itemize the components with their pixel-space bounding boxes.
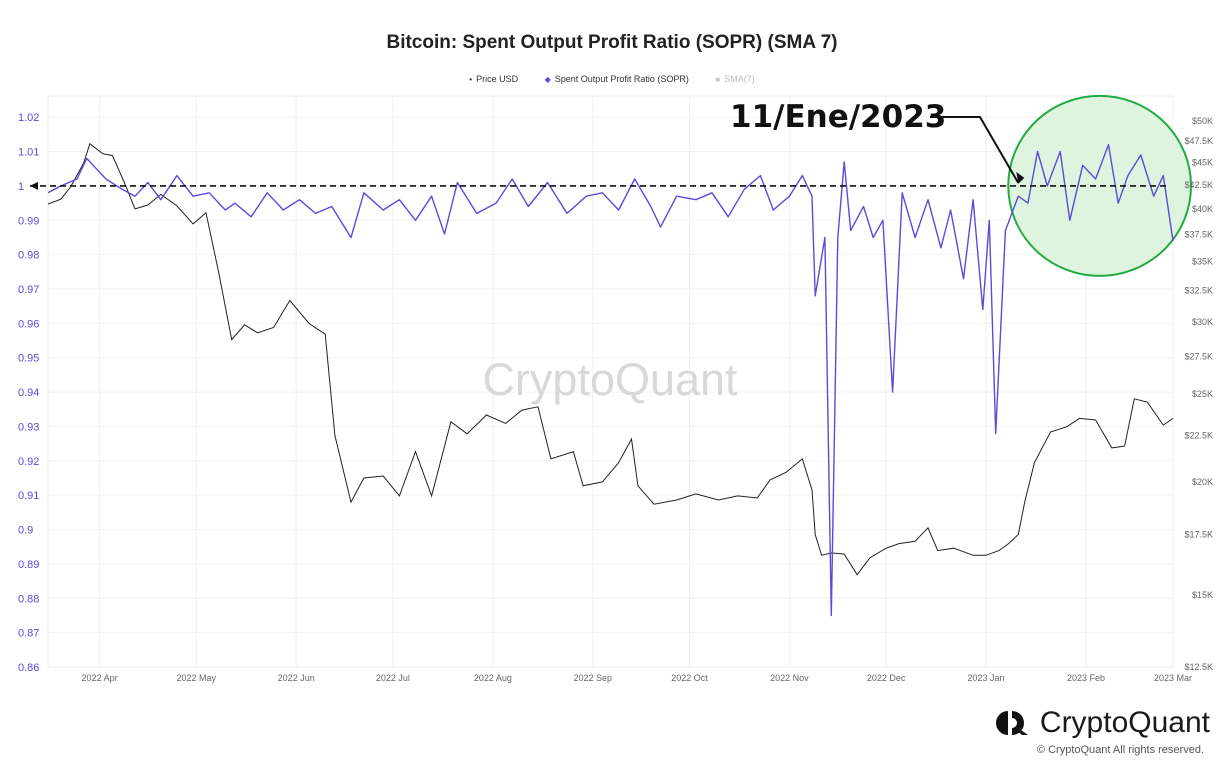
y-left-tick-label: 0.92 <box>18 456 39 468</box>
brand-name: CryptoQuant <box>1039 706 1210 739</box>
y-left-tick-label: 0.93 <box>18 421 39 433</box>
price-line <box>47 142 1174 576</box>
legend-label-sma: SMA(7) <box>724 74 755 84</box>
y-left-tick-label: 0.89 <box>18 559 39 571</box>
y-right-tick-label: $25K <box>1192 389 1213 399</box>
y-axis-right: $50K $47.5K $45K $42.5K $40K $37.5K $35K $32.5K… <box>1184 116 1213 672</box>
chart-title: Bitcoin: Spent Output Profit Ratio (SOPR… <box>386 32 838 53</box>
x-tick-label: 2023 Feb <box>1067 673 1105 683</box>
y-right-tick-label: $40K <box>1192 204 1213 214</box>
y-axis-left: 1.02 1.01 1 0.99 0.98 0.97 0.96 0.95 0.94 0.93 0.9… <box>18 112 39 674</box>
x-tick-label: 2022 Jul <box>376 673 410 683</box>
legend-label-price: Price USD <box>476 74 519 84</box>
highlight-ellipse <box>1007 94 1193 277</box>
watermark: CryptoQuant <box>482 354 738 405</box>
y-right-tick-label: $15K <box>1192 590 1213 600</box>
annotation-leader <box>930 116 1020 184</box>
y-right-tick-label: $22.5K <box>1184 430 1213 440</box>
x-tick-label: 2023 Jan <box>968 673 1005 683</box>
y-right-tick-label: $50K <box>1192 116 1213 126</box>
y-left-tick-label: 0.99 <box>18 215 39 227</box>
cryptoquant-logo-icon <box>995 711 1028 735</box>
y-right-tick-label: $17.5K <box>1184 529 1213 539</box>
y-left-tick-label: 0.98 <box>18 250 39 262</box>
y-left-tick-label: 0.97 <box>18 284 39 296</box>
x-tick-label: 2022 Apr <box>82 673 118 683</box>
y-right-tick-label: $20K <box>1192 477 1213 487</box>
y-left-tick-label: 1.01 <box>18 147 39 159</box>
chart-plot: CryptoQuant 11/Ene/2023 1.02 1.01 1 0.99 0.9… <box>18 94 1213 683</box>
x-tick-label: 2022 Sep <box>573 673 612 683</box>
legend-item-sopr[interactable]: ◆ Spent Output Profit Ratio (SOPR) <box>545 74 689 84</box>
sopr-line <box>47 144 1174 617</box>
copyright: © CryptoQuant All rights reserved. <box>1036 744 1204 756</box>
y-right-tick-label: $37.5K <box>1184 229 1213 239</box>
annotation-arrow-head <box>1016 171 1025 184</box>
legend-item-price[interactable]: • Price USD <box>469 74 518 84</box>
x-tick-label: 2022 Dec <box>867 673 906 683</box>
annotation-label: 11/Ene/2023 <box>730 99 946 135</box>
x-axis: 2022 Apr 2022 May 2022 Jun 2022 Jul 2022 Aug… <box>82 673 1192 683</box>
y-right-tick-label: $45K <box>1192 157 1213 167</box>
y-left-tick-label: 0.88 <box>18 593 39 605</box>
highlight-layer <box>1007 94 1193 277</box>
x-tick-label: 2022 Nov <box>770 673 809 683</box>
legend-label-sopr: Spent Output Profit Ratio (SOPR) <box>554 74 689 84</box>
x-tick-label: 2022 Aug <box>474 673 512 683</box>
legend-item-sma[interactable]: ■ SMA(7) <box>715 74 754 84</box>
y-left-tick-label: 1.02 <box>18 112 39 124</box>
y-right-tick-label: $47.5K <box>1184 136 1213 146</box>
y-right-tick-label: $35K <box>1192 256 1213 266</box>
x-tick-label: 2022 Oct <box>671 673 708 683</box>
y-left-tick-label: 0.91 <box>18 490 39 502</box>
chart-legend: • Price USD ◆ Spent Output Profit Ratio (S… <box>0 74 1224 84</box>
legend-marker-price: • <box>469 75 473 84</box>
y-right-tick-label: $27.5K <box>1184 351 1213 361</box>
legend-marker-sopr: ◆ <box>544 75 551 84</box>
legend-marker-sma: ■ <box>715 75 721 84</box>
y-left-tick-label: 0.87 <box>18 628 39 640</box>
x-tick-label: 2023 Mar <box>1154 673 1192 683</box>
y-right-tick-label: $30K <box>1192 317 1213 327</box>
y-left-tick-label: 0.9 <box>18 525 33 537</box>
brand: CryptoQuant <box>995 706 1210 740</box>
y-left-tick-label: 0.86 <box>18 662 39 674</box>
y-right-tick-label: $12.5K <box>1184 662 1213 672</box>
sopr-series <box>47 144 1174 617</box>
y-left-tick-label: 0.94 <box>18 387 39 399</box>
price-series <box>47 142 1174 576</box>
x-tick-label: 2022 May <box>177 673 217 683</box>
x-tick-label: 2022 Jun <box>278 673 315 683</box>
y-right-tick-label: $42.5K <box>1184 180 1213 190</box>
y-left-tick-label: 0.96 <box>18 318 39 330</box>
grid-lines <box>47 95 1174 668</box>
annotation-layer: 11/Ene/2023 <box>30 99 1169 190</box>
y-left-tick-label: 0.95 <box>18 353 39 365</box>
y-right-tick-label: $32.5K <box>1184 286 1213 296</box>
y-left-tick-label: 1 <box>18 181 24 193</box>
reference-arrow-head <box>30 181 38 190</box>
